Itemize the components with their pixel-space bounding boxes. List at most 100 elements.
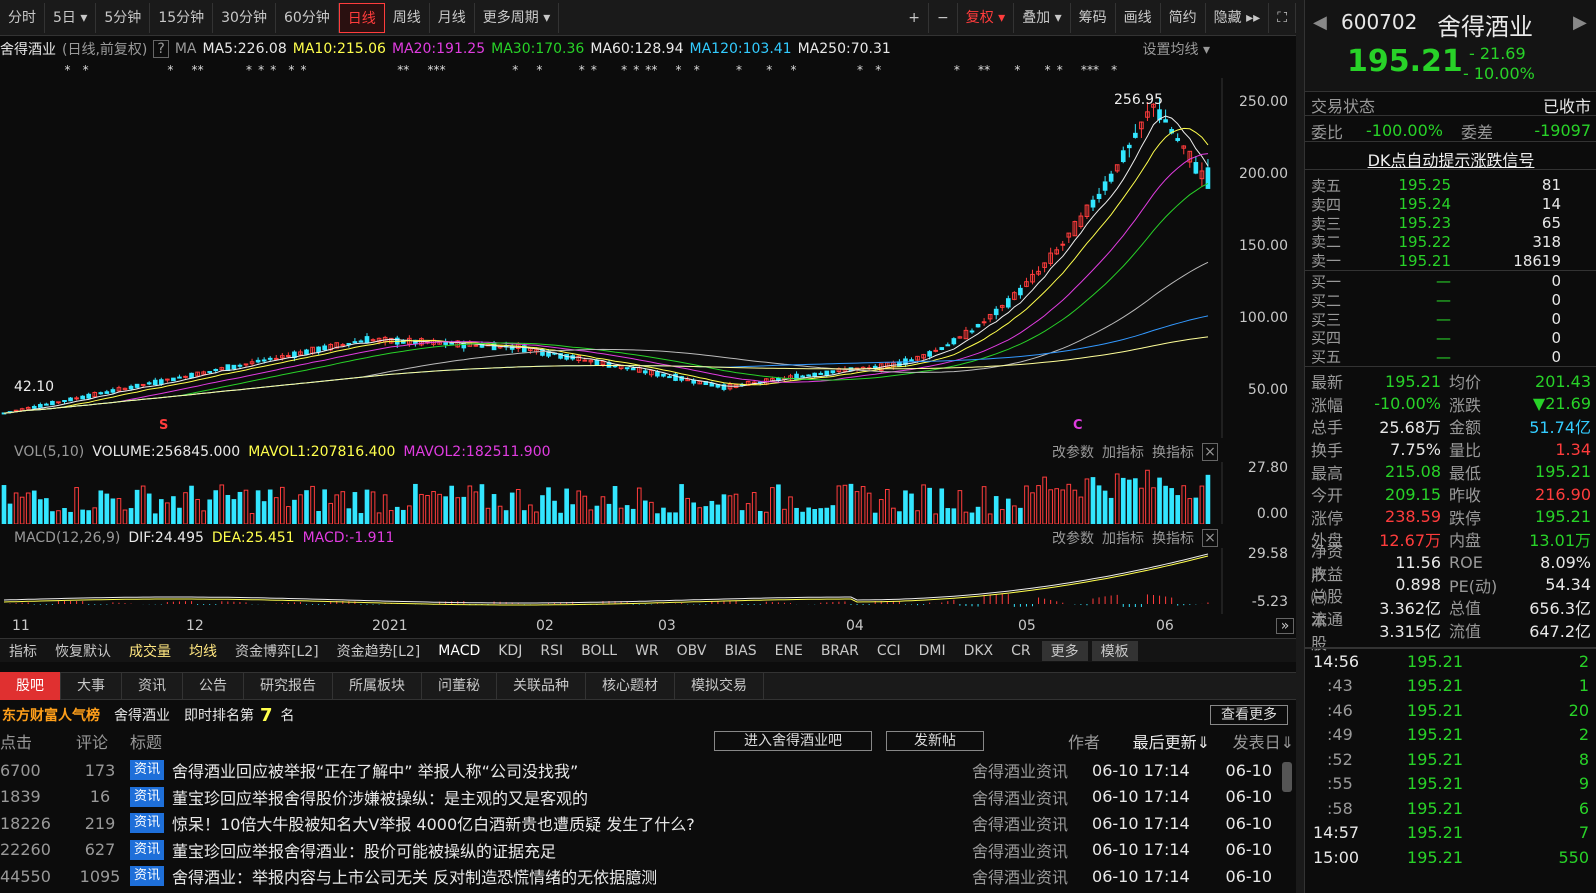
indicator-tab[interactable]: CCI [876, 642, 901, 659]
indicator-tab[interactable]: MACD [438, 642, 481, 659]
volume-bar [255, 490, 261, 524]
book-level: 卖四 [1311, 195, 1342, 214]
change-param-button[interactable]: 改参数 [1052, 531, 1094, 547]
indicator-tab[interactable]: 模板 [1091, 640, 1138, 661]
indicator-tab[interactable]: 更多 [1041, 640, 1088, 661]
indicator-tab[interactable]: OBV [676, 642, 707, 659]
news-tag: 资讯 [130, 786, 165, 807]
period-tab[interactable]: 5日 ▾ [45, 2, 97, 33]
tick-time: 14:56 [1313, 651, 1360, 671]
enter-forum-button[interactable]: 进入舍得酒业吧 [714, 731, 872, 751]
period-tab[interactable]: 分时 [0, 2, 45, 33]
col-comment[interactable]: 评论 [76, 733, 109, 752]
info-tab[interactable]: 模拟交易 [675, 672, 764, 700]
set-ma-button[interactable]: 设置均线 ▾ [1142, 42, 1210, 58]
volume-bar [479, 484, 485, 524]
news-date: 06-10 [1225, 787, 1273, 807]
news-row[interactable]: 18226 219 资讯 惊呆！10倍大牛股被知名大V举报 4000亿白酒新贵也遭质疑… [0, 810, 1296, 837]
indicator-tab[interactable]: WR [635, 642, 659, 659]
close-icon[interactable]: × [1202, 443, 1218, 461]
volume-bar [933, 513, 939, 524]
view-more-button[interactable]: 查看更多 [1210, 705, 1288, 725]
toolbar-button[interactable]: 复权 ▾ [958, 2, 1015, 33]
news-title[interactable]: 舍得酒业：举报内容与上市公司无关 反对制造恐慌情绪的无依据臆测 [172, 868, 658, 888]
book-level: 卖五 [1311, 176, 1342, 195]
col-posted[interactable]: 发表日⇓ [1232, 733, 1294, 752]
toolbar-button[interactable]: ⛶ [1269, 2, 1296, 33]
help-icon[interactable]: ? [153, 40, 169, 58]
news-row[interactable]: 1839 16 资讯 董宝珍回应举报舍得股价涉嫌被操纵：是主观的又是客观的 舍得酒业资讯… [0, 784, 1296, 811]
next-stock-icon[interactable]: ▶ [1573, 12, 1587, 33]
candle-body [152, 379, 158, 386]
quote-value: 3.362亿 [1379, 599, 1441, 619]
period-tab[interactable]: 15分钟 [150, 2, 214, 33]
period-tab[interactable]: 更多周期 ▾ [475, 2, 560, 33]
quote-row: 收益㈠ 0.898 PE(动) 54.34 [1305, 565, 1596, 608]
info-tab[interactable]: 研究报告 [244, 672, 333, 700]
news-row[interactable]: 6700 173 资讯 舍得酒业回应被举报“正在了解中” 举报人称“公司没找我” 舍得酒… [0, 757, 1296, 784]
toolbar-button[interactable]: 隐藏 ▸▸ [1206, 2, 1270, 33]
change-param-button[interactable]: 改参数 [1052, 445, 1094, 461]
panel-divider[interactable] [1296, 0, 1304, 893]
list-scrollbar[interactable] [1282, 762, 1292, 792]
period-tab[interactable]: 日线 [338, 2, 385, 33]
add-indicator-button[interactable]: 加指标 [1102, 445, 1144, 461]
indicator-tab[interactable]: BOLL [581, 642, 618, 659]
indicator-tab[interactable]: CR [1011, 642, 1031, 659]
period-tab[interactable]: 5分钟 [96, 2, 151, 33]
news-title[interactable]: 舍得酒业回应被举报“正在了解中” 举报人称“公司没找我” [172, 762, 579, 782]
prev-stock-icon[interactable]: ◀ [1313, 12, 1327, 33]
info-tab[interactable]: 大事 [61, 672, 122, 700]
add-indicator-button[interactable]: 加指标 [1102, 531, 1144, 547]
indicator-tab[interactable]: RSI [540, 642, 564, 659]
rank-unit: 名 [280, 708, 295, 724]
info-tab[interactable]: 公告 [183, 672, 244, 700]
news-title[interactable]: 董宝珍回应举报舍得酒业：股价可能被操纵的证据充足 [172, 841, 557, 861]
book-price: 195.21 [1398, 251, 1452, 270]
date-tick: 11 [12, 618, 30, 634]
scroll-right-icon[interactable]: » [1276, 618, 1294, 634]
toolbar-button[interactable]: 叠加 ▾ [1014, 2, 1071, 33]
indicator-tab[interactable]: 均线 [189, 643, 217, 660]
close-icon[interactable]: × [1202, 529, 1218, 547]
info-tab[interactable]: 所属板块 [333, 672, 422, 700]
period-tab[interactable]: 60分钟 [276, 2, 339, 33]
indicator-tab[interactable]: 资金博弈[L2] [235, 643, 319, 660]
toolbar-button[interactable]: + [900, 2, 929, 33]
col-click[interactable]: 点击 [0, 733, 33, 752]
info-tab[interactable]: 股吧 [0, 672, 61, 700]
toolbar-button[interactable]: − [929, 2, 958, 33]
period-tab[interactable]: 30分钟 [213, 2, 276, 33]
news-row[interactable]: 44550 1095 资讯 舍得酒业：举报内容与上市公司无关 反对制造恐慌情绪的无依据… [0, 863, 1296, 890]
col-updated[interactable]: 最后更新⇓ [1132, 733, 1210, 752]
indicator-tab[interactable]: BIAS [724, 642, 757, 659]
new-post-button[interactable]: 发新帖 [886, 731, 984, 751]
indicator-tab[interactable]: KDJ [498, 642, 523, 659]
indicator-tab[interactable]: BRAR [820, 642, 859, 659]
volume-bar [509, 492, 515, 524]
dk-signal-link[interactable]: DK点自动提示涨跌信号 [1305, 148, 1596, 170]
volume-bar [794, 507, 799, 524]
indicator-tab[interactable]: 指标 [9, 643, 37, 660]
info-tab[interactable]: 资讯 [122, 672, 183, 700]
news-title[interactable]: 董宝珍回应举报舍得股价涉嫌被操纵：是主观的又是客观的 [172, 788, 589, 808]
indicator-tab[interactable]: 恢复默认 [55, 643, 111, 660]
news-row[interactable]: 22260 627 资讯 董宝珍回应举报舍得酒业：股价可能被操纵的证据充足 舍得酒业资讯… [0, 837, 1296, 864]
news-title[interactable]: 惊呆！10倍大牛股被知名大V举报 4000亿白酒新贵也遭质疑 发生了什么? [172, 815, 695, 835]
toolbar-button[interactable]: 画线 [1116, 2, 1161, 33]
indicator-tab[interactable]: ENE [774, 642, 803, 659]
switch-indicator-button[interactable]: 换指标 [1152, 445, 1194, 461]
period-tab[interactable]: 周线 [385, 2, 430, 33]
toolbar-button[interactable]: 简约 [1161, 2, 1206, 33]
indicator-tab[interactable]: 资金趋势[L2] [336, 643, 421, 660]
info-tab[interactable]: 问董秘 [422, 672, 497, 700]
info-tab[interactable]: 核心题材 [586, 672, 675, 700]
switch-indicator-button[interactable]: 换指标 [1152, 531, 1194, 547]
info-tab[interactable]: 关联品种 [497, 672, 586, 700]
indicator-tab[interactable]: 成交量 [129, 643, 171, 660]
period-tab[interactable]: 月线 [430, 2, 475, 33]
volume-bar [606, 503, 612, 524]
indicator-tab[interactable]: DMI [918, 642, 946, 659]
toolbar-button[interactable]: 筹码 [1071, 2, 1116, 33]
indicator-tab[interactable]: DKX [963, 642, 994, 659]
